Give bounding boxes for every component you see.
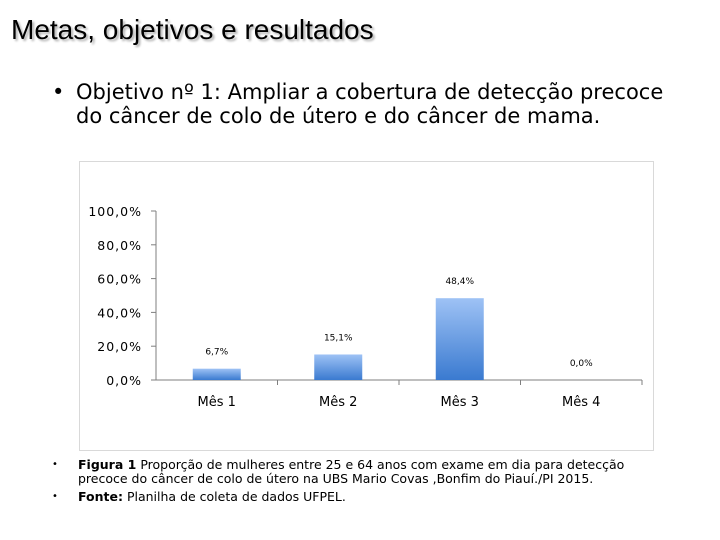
- note-figure-caption: • Figura 1 Proporção de mulheres entre 2…: [52, 458, 672, 486]
- bullet-marker: •: [52, 80, 65, 104]
- y-tick-label: 60,0%: [97, 272, 142, 287]
- source-text: Planilha de coleta de dados UFPEL.: [126, 489, 346, 504]
- bar: [435, 298, 484, 380]
- x-category-label: Mês 4: [562, 395, 600, 410]
- data-label: 0,0%: [570, 359, 593, 369]
- data-label: 48,4%: [445, 277, 474, 287]
- chart-frame: 0,0% 20,0% 40,0% 60,0% 80,0% 100,0% 6,7% Mês 1 1…: [79, 161, 654, 451]
- y-tick-label: 100,0%: [88, 204, 142, 219]
- bar-chart: 0,0% 20,0% 40,0% 60,0% 80,0% 100,0% 6,7% Mês 1 1…: [88, 204, 643, 410]
- y-tick-label: 0,0%: [106, 373, 142, 388]
- x-category-label: Mês 1: [198, 395, 236, 410]
- x-category-label: Mês 3: [441, 395, 479, 410]
- bullet-marker: •: [52, 459, 58, 470]
- bullet-marker: •: [52, 491, 58, 502]
- note-source: • Fonte: Planilha de coleta de dados UFP…: [52, 490, 672, 504]
- y-tick-label: 80,0%: [97, 238, 142, 253]
- y-tick-label: 40,0%: [97, 305, 142, 320]
- source-label: Fonte:: [78, 489, 123, 504]
- figure-notes: • Figura 1 Proporção de mulheres entre 2…: [52, 458, 672, 508]
- objective-bullet-item: • Objetivo nº 1: Ampliar a cobertura de …: [52, 80, 692, 128]
- bar: [192, 368, 241, 380]
- y-tick-label: 20,0%: [97, 339, 142, 354]
- figure-label: Figura 1: [78, 457, 137, 472]
- data-label: 6,7%: [205, 348, 228, 358]
- data-label: 15,1%: [324, 333, 353, 343]
- bar: [314, 354, 363, 380]
- objective-text: Objetivo nº 1: Ampliar a cobertura de de…: [76, 80, 664, 128]
- figure-caption-text: Proporção de mulheres entre 25 e 64 anos…: [78, 457, 625, 486]
- x-category-label: Mês 2: [319, 395, 357, 410]
- page-title: Metas, objetivos e resultados: [11, 14, 374, 45]
